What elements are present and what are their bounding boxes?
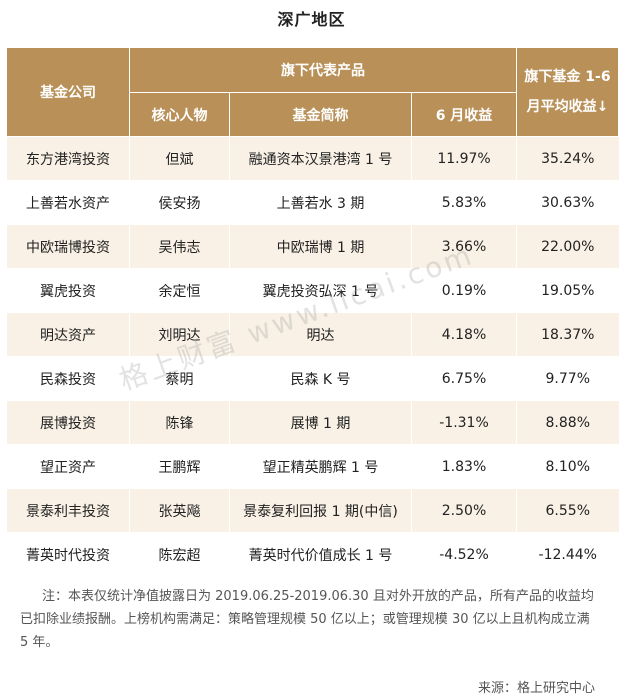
cell-core-person: 吴伟志	[129, 224, 230, 269]
table-row: 展博投资 陈锋 展博 1 期 -1.31% 8.88%	[6, 400, 619, 445]
cell-fund-name: 融通资本汉景港湾 1 号	[229, 136, 412, 181]
cell-average-return: 8.88%	[516, 400, 619, 445]
header-company: 基金公司	[6, 47, 130, 137]
table-body: 东方港湾投资 但斌 融通资本汉景港湾 1 号 11.97% 35.24% 上善若水资产 侯安…	[6, 136, 619, 577]
header-fund-name: 基金简称	[229, 92, 412, 137]
cell-company: 菁英时代投资	[6, 532, 130, 577]
cell-core-person: 刘明达	[129, 312, 230, 357]
cell-june-return: 4.18%	[410, 312, 517, 357]
cell-core-person: 陈宏超	[129, 532, 230, 577]
cell-june-return: 1.83%	[410, 444, 517, 489]
cell-fund-name: 菁英时代价值成长 1 号	[229, 532, 412, 577]
cell-company: 民森投资	[6, 356, 130, 401]
cell-june-return: -1.31%	[410, 400, 517, 445]
cell-june-return: 6.75%	[410, 356, 517, 401]
cell-core-person: 余定恒	[129, 268, 230, 313]
cell-company: 翼虎投资	[6, 268, 130, 313]
cell-june-return: 5.83%	[410, 180, 517, 225]
cell-fund-name: 明达	[229, 312, 412, 357]
cell-core-person: 侯安扬	[129, 180, 230, 225]
page-title: 深广地区	[277, 10, 346, 29]
cell-company: 上善若水资产	[6, 180, 130, 225]
header-products-group: 旗下代表产品	[128, 47, 518, 93]
header-average-return-line1: 旗下基金 1-6	[524, 69, 611, 85]
cell-fund-name: 中欧瑞博 1 期	[229, 224, 412, 269]
cell-core-person: 王鹏辉	[129, 444, 230, 489]
cell-core-person: 陈锋	[129, 400, 230, 445]
cell-fund-name: 上善若水 3 期	[229, 180, 412, 225]
cell-average-return: 9.77%	[516, 356, 619, 401]
table-row: 菁英时代投资 陈宏超 菁英时代价值成长 1 号 -4.52% -12.44%	[6, 532, 619, 577]
fund-ranking-table: 基金公司 旗下代表产品 旗下基金 1-6 月平均收益↓ 核心人物 基金简称 6 …	[6, 47, 620, 577]
cell-company: 东方港湾投资	[6, 136, 130, 181]
cell-average-return: 8.10%	[516, 444, 619, 489]
cell-company: 展博投资	[6, 400, 130, 445]
source-credit: 来源：格上研究中心	[477, 681, 595, 696]
cell-company: 景泰利丰投资	[6, 488, 130, 533]
footnote: 注：本表仅统计净值披露日为 2019.06.25-2019.06.30 且对外开…	[20, 589, 594, 650]
cell-average-return: 35.24%	[516, 136, 619, 181]
cell-company: 明达资产	[6, 312, 130, 357]
header-average-return: 旗下基金 1-6 月平均收益↓	[516, 47, 620, 137]
table-row: 上善若水资产 侯安扬 上善若水 3 期 5.83% 30.63%	[6, 180, 619, 225]
cell-average-return: 19.05%	[516, 268, 619, 313]
cell-average-return: 30.63%	[516, 180, 619, 225]
cell-fund-name: 翼虎投资弘深 1 号	[229, 268, 412, 313]
table-row: 明达资产 刘明达 明达 4.18% 18.37%	[6, 312, 619, 357]
cell-core-person: 张英飚	[129, 488, 230, 533]
cell-fund-name: 望正精英鹏辉 1 号	[229, 444, 412, 489]
cell-june-return: 2.50%	[410, 488, 517, 533]
header-average-return-line2: 月平均收益↓	[526, 99, 609, 115]
cell-core-person: 但斌	[129, 136, 230, 181]
cell-fund-name: 民森 K 号	[229, 356, 412, 401]
cell-company: 中欧瑞博投资	[6, 224, 130, 269]
table-row: 民森投资 蔡明 民森 K 号 6.75% 9.77%	[6, 356, 619, 401]
cell-average-return: 18.37%	[516, 312, 619, 357]
cell-fund-name: 展博 1 期	[229, 400, 412, 445]
header-june-return: 6 月收益	[410, 92, 518, 137]
table-row: 景泰利丰投资 张英飚 景泰复利回报 1 期(中信) 2.50% 6.55%	[6, 488, 619, 533]
table-row: 中欧瑞博投资 吴伟志 中欧瑞博 1 期 3.66% 22.00%	[6, 224, 619, 269]
table-row: 望正资产 王鹏辉 望正精英鹏辉 1 号 1.83% 8.10%	[6, 444, 619, 489]
cell-average-return: 6.55%	[516, 488, 619, 533]
table-row: 东方港湾投资 但斌 融通资本汉景港湾 1 号 11.97% 35.24%	[6, 136, 619, 181]
cell-fund-name: 景泰复利回报 1 期(中信)	[229, 488, 412, 533]
cell-june-return: 3.66%	[410, 224, 517, 269]
cell-june-return: 0.19%	[410, 268, 517, 313]
cell-average-return: 22.00%	[516, 224, 619, 269]
header-core-person: 核心人物	[129, 92, 230, 137]
cell-june-return: -4.52%	[410, 532, 517, 577]
cell-core-person: 蔡明	[129, 356, 230, 401]
cell-company: 望正资产	[6, 444, 130, 489]
cell-average-return: -12.44%	[516, 532, 619, 577]
cell-june-return: 11.97%	[410, 136, 517, 181]
table-row: 翼虎投资 余定恒 翼虎投资弘深 1 号 0.19% 19.05%	[6, 268, 619, 313]
